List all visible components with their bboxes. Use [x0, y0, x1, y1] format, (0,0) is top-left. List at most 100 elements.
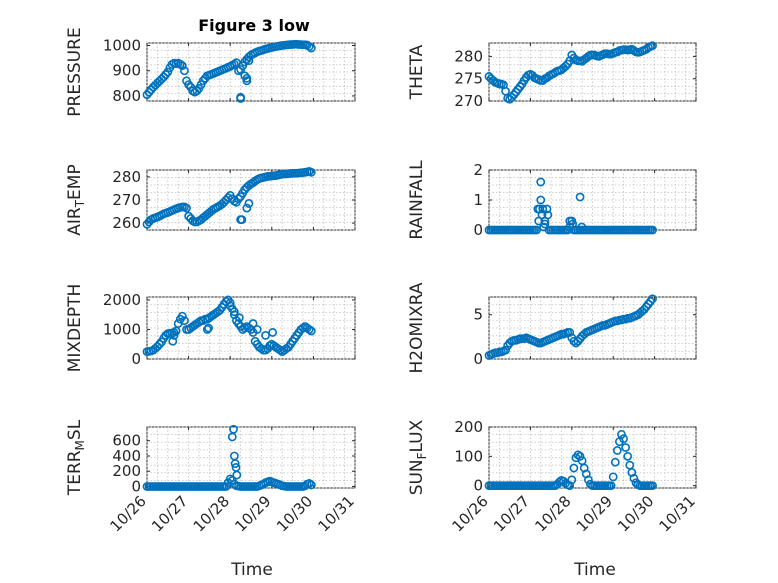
- x-axis-label-right: Time: [573, 560, 616, 580]
- data-point-rainfall: [648, 225, 657, 235]
- data-point-mixdepth: [248, 319, 258, 328]
- y-tick-label-air-temp: 280: [112, 168, 141, 186]
- data-point-sun-flux: [619, 434, 628, 444]
- figure-title: Figure 3 low: [198, 16, 310, 35]
- data-point-air-temp: [182, 203, 191, 213]
- panel-theta: 270 275 280 THETA: [407, 41, 697, 110]
- data-point-mixdepth: [252, 325, 262, 334]
- data-point-terr-msl: [229, 424, 238, 434]
- y-tick-label-rainfall: 2: [473, 161, 483, 179]
- x-tick-label-terr-msl: 10/27: [148, 492, 191, 535]
- data-point-sun-flux: [648, 481, 657, 491]
- data-point-air-temp: [234, 194, 243, 204]
- data-point-rainfall: [540, 219, 550, 229]
- grid-sun-flux: [488, 426, 697, 489]
- data-point-pressure: [163, 67, 173, 77]
- x-tick-label-sun-flux: 10/30: [614, 492, 657, 535]
- y-tick-label-sun-flux: 200: [454, 418, 483, 436]
- y-tick-label-pressure: 900: [112, 62, 141, 80]
- y-tick-label-theta: 280: [454, 47, 483, 65]
- x-tick-label-sun-flux: 10/27: [490, 492, 533, 535]
- grid-theta: [488, 42, 697, 102]
- data-point-rainfall: [532, 225, 542, 235]
- grid-h2omixra: [488, 296, 697, 360]
- y-tick-label-mixdepth: 1000: [103, 320, 141, 338]
- y-tick-label-theta: 275: [454, 70, 483, 88]
- data-point-sun-flux: [567, 475, 577, 485]
- panel-terr-msl: 0200400600TERRMSL10/2610/2710/2810/2910/…: [65, 419, 358, 535]
- x-tick-label-sun-flux: 10/29: [573, 492, 616, 535]
- data-point-rainfall: [568, 219, 578, 229]
- data-point-sun-flux: [575, 451, 585, 461]
- data-point-terr-msl: [304, 479, 314, 488]
- data-point-air-temp: [237, 215, 247, 225]
- y-tick-label-mixdepth: 0: [131, 350, 141, 368]
- y-tick-label-mixdepth: 2000: [103, 291, 141, 309]
- y-tick-label-air-temp: 260: [112, 214, 141, 232]
- data-point-mixdepth: [202, 325, 212, 334]
- data-point-mixdepth: [229, 307, 239, 317]
- x-axis-label-left: Time: [230, 560, 273, 580]
- data-point-sun-flux: [629, 473, 639, 483]
- y-tick-label-air-temp: 270: [112, 191, 141, 209]
- data-point-pressure: [244, 56, 254, 66]
- y-tick-label-terr-msl: 0: [131, 477, 141, 495]
- data-point-rainfall: [537, 210, 547, 220]
- data-point-terr-msl: [230, 459, 240, 468]
- panel-air-temp: 260 270 280 AIRTEMP: [65, 164, 356, 236]
- x-tick-label-terr-msl: 10/29: [231, 492, 274, 535]
- y-axis-label-rainfall: RAINFALL: [407, 160, 427, 240]
- data-point-mixdepth: [225, 301, 235, 311]
- panel-mixdepth: 0 1000 2000 MIXDEPTH: [65, 284, 356, 372]
- data-point-pressure: [236, 92, 245, 102]
- y-tick-label-rainfall: 1: [473, 191, 483, 209]
- data-point-sun-flux: [608, 472, 618, 482]
- data-point-h2omixra: [648, 294, 657, 304]
- data-point-sun-flux: [610, 457, 620, 467]
- data-point-air-temp: [306, 167, 316, 177]
- data-point-sun-flux: [554, 477, 564, 487]
- data-point-mixdepth: [177, 311, 187, 321]
- y-axis-label-h2omixra: H2OMIXRA: [407, 282, 427, 373]
- data-point-mixdepth: [168, 336, 178, 346]
- y-tick-label-sun-flux: 100: [454, 447, 483, 465]
- x-tick-label-sun-flux: 10/26: [449, 492, 492, 535]
- data-point-sun-flux: [569, 463, 579, 473]
- data-point-theta: [561, 61, 570, 71]
- data-point-pressure: [180, 66, 189, 76]
- y-axis-label-air-temp: AIRTEMP: [65, 164, 87, 235]
- y-tick-label-sun-flux: 0: [473, 477, 483, 495]
- panel-pressure: 800 900 1000 PRESSURE: [65, 27, 356, 117]
- data-point-mixdepth: [261, 330, 270, 340]
- panel-rainfall: 0 1 2 RAINFALL: [407, 160, 697, 240]
- x-tick-label-sun-flux: 10/31: [656, 492, 699, 535]
- y-tick-label-h2omixra: 5: [473, 306, 483, 324]
- y-axis-label-terr-msl: TERRMSL: [65, 419, 87, 496]
- data-point-sun-flux: [606, 481, 616, 491]
- data-point-pressure: [229, 59, 239, 69]
- y-axis-label-theta: THETA: [407, 44, 427, 100]
- y-axis-label-sun-flux: SUNFLUX: [407, 419, 429, 495]
- data-point-terr-msl: [306, 480, 316, 490]
- y-tick-label-rainfall: 0: [473, 221, 483, 239]
- data-point-rainfall: [577, 222, 587, 232]
- y-tick-label-terr-msl: 400: [112, 447, 141, 465]
- data-point-mixdepth: [234, 313, 244, 323]
- y-tick-label-terr-msl: 200: [112, 462, 141, 480]
- data-point-rainfall: [543, 210, 553, 220]
- data-point-pressure: [304, 42, 314, 51]
- data-point-pressure: [242, 73, 252, 83]
- x-tick-label-terr-msl: 10/30: [273, 492, 316, 535]
- data-point-rainfall: [575, 192, 585, 202]
- y-tick-label-h2omixra: 0: [473, 350, 483, 368]
- data-point-terr-msl: [225, 474, 235, 484]
- data-point-rainfall: [533, 204, 543, 214]
- data-point-mixdepth: [180, 316, 189, 326]
- data-point-pressure: [306, 43, 316, 53]
- data-point-theta: [648, 41, 657, 51]
- x-tick-label-terr-msl: 10/31: [315, 492, 358, 535]
- x-tick-label-terr-msl: 10/28: [190, 492, 233, 535]
- data-point-mixdepth: [204, 323, 213, 333]
- data-point-sun-flux: [612, 446, 622, 455]
